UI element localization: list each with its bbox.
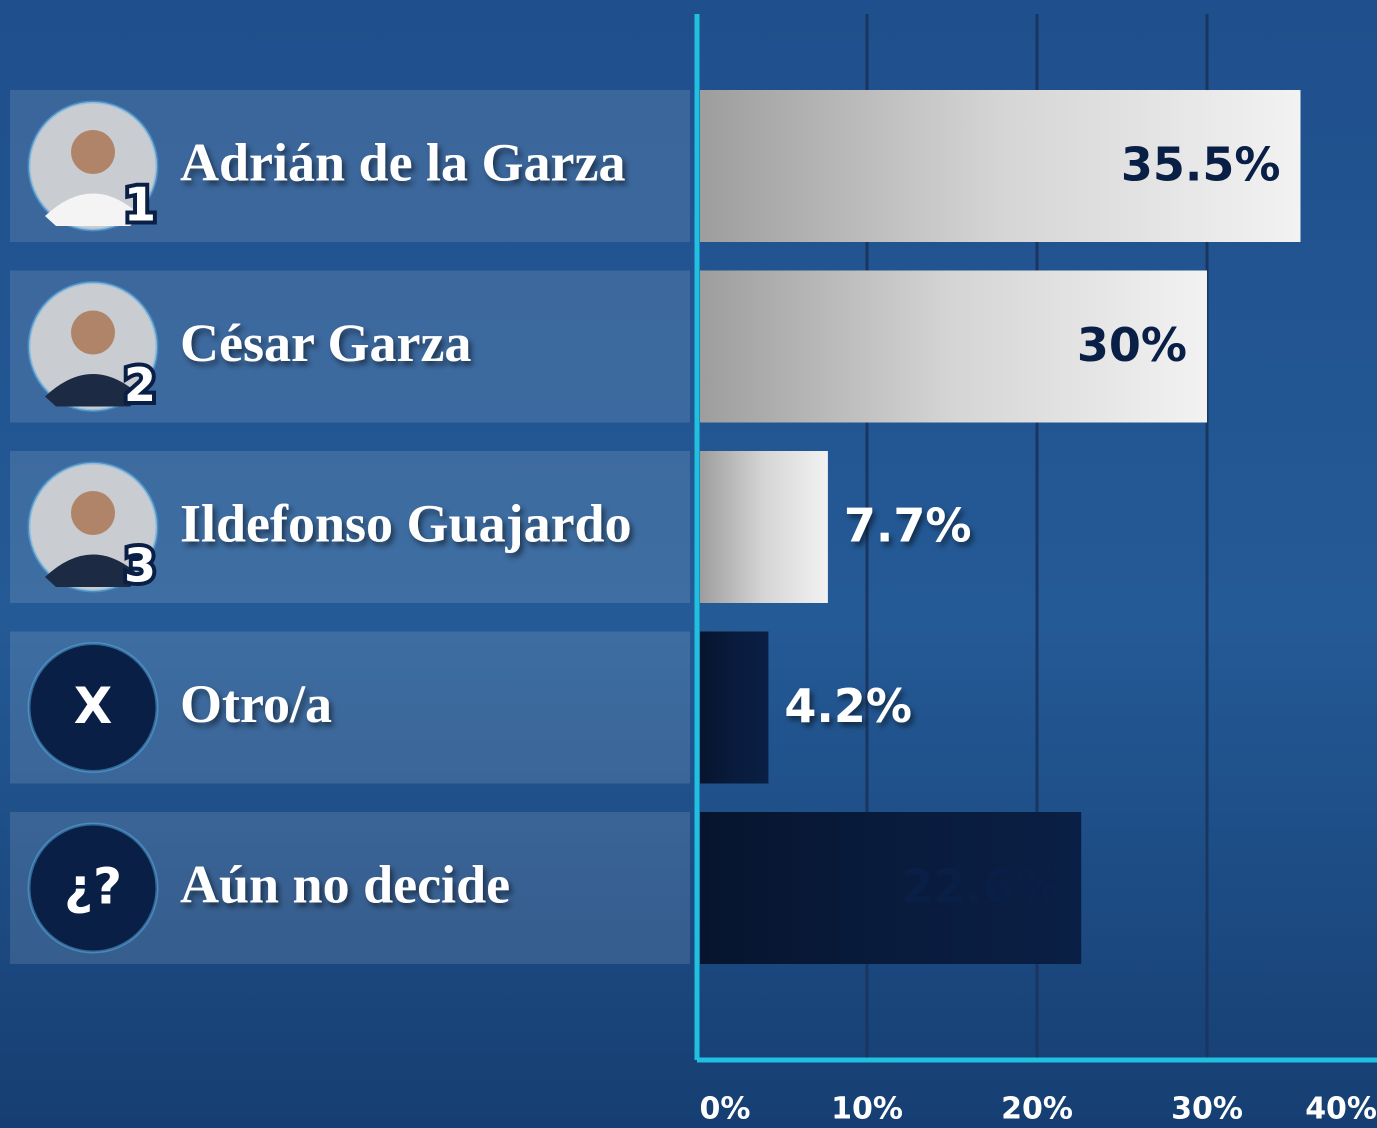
avatar <box>27 822 159 954</box>
value-label: 4.2% <box>784 679 912 733</box>
x-tick-label: 0% <box>700 1092 751 1127</box>
x-tick-label: 40% <box>1305 1092 1377 1127</box>
x-tick-label: 30% <box>1171 1092 1243 1127</box>
category-label: Otro/a <box>180 674 332 734</box>
badge: 2 <box>124 358 156 412</box>
value-label: 22.6% <box>902 860 1062 914</box>
avatar <box>27 642 159 773</box>
badge: 1 <box>124 178 156 232</box>
badge: 3 <box>124 539 156 593</box>
x-tick-label: 10% <box>831 1092 903 1127</box>
x-tick-label: 20% <box>1001 1092 1073 1127</box>
bar-shade <box>700 90 1301 242</box>
avatar-head <box>71 310 115 355</box>
category-label: Aún no decide <box>180 854 510 914</box>
bar-shade <box>700 631 769 784</box>
category-label: Adrián de la Garza <box>180 132 625 192</box>
avatar-body <box>45 554 141 587</box>
avatar-head <box>71 491 115 535</box>
category-label: Ildefonso Guajardo <box>180 493 632 553</box>
bar-shade <box>700 270 1207 423</box>
avatar-head <box>71 130 115 174</box>
value-label: 30% <box>1077 318 1187 372</box>
badge: ¿? <box>64 858 122 916</box>
value-label: 35.5% <box>1121 138 1281 192</box>
category-label: César Garza <box>180 313 471 373</box>
avatar-body <box>45 193 141 226</box>
bar-shade <box>700 812 1082 964</box>
value-label: 7.7% <box>844 499 972 553</box>
bar-shade <box>700 451 828 603</box>
avatar-body <box>45 374 141 407</box>
badge: X <box>74 677 113 735</box>
